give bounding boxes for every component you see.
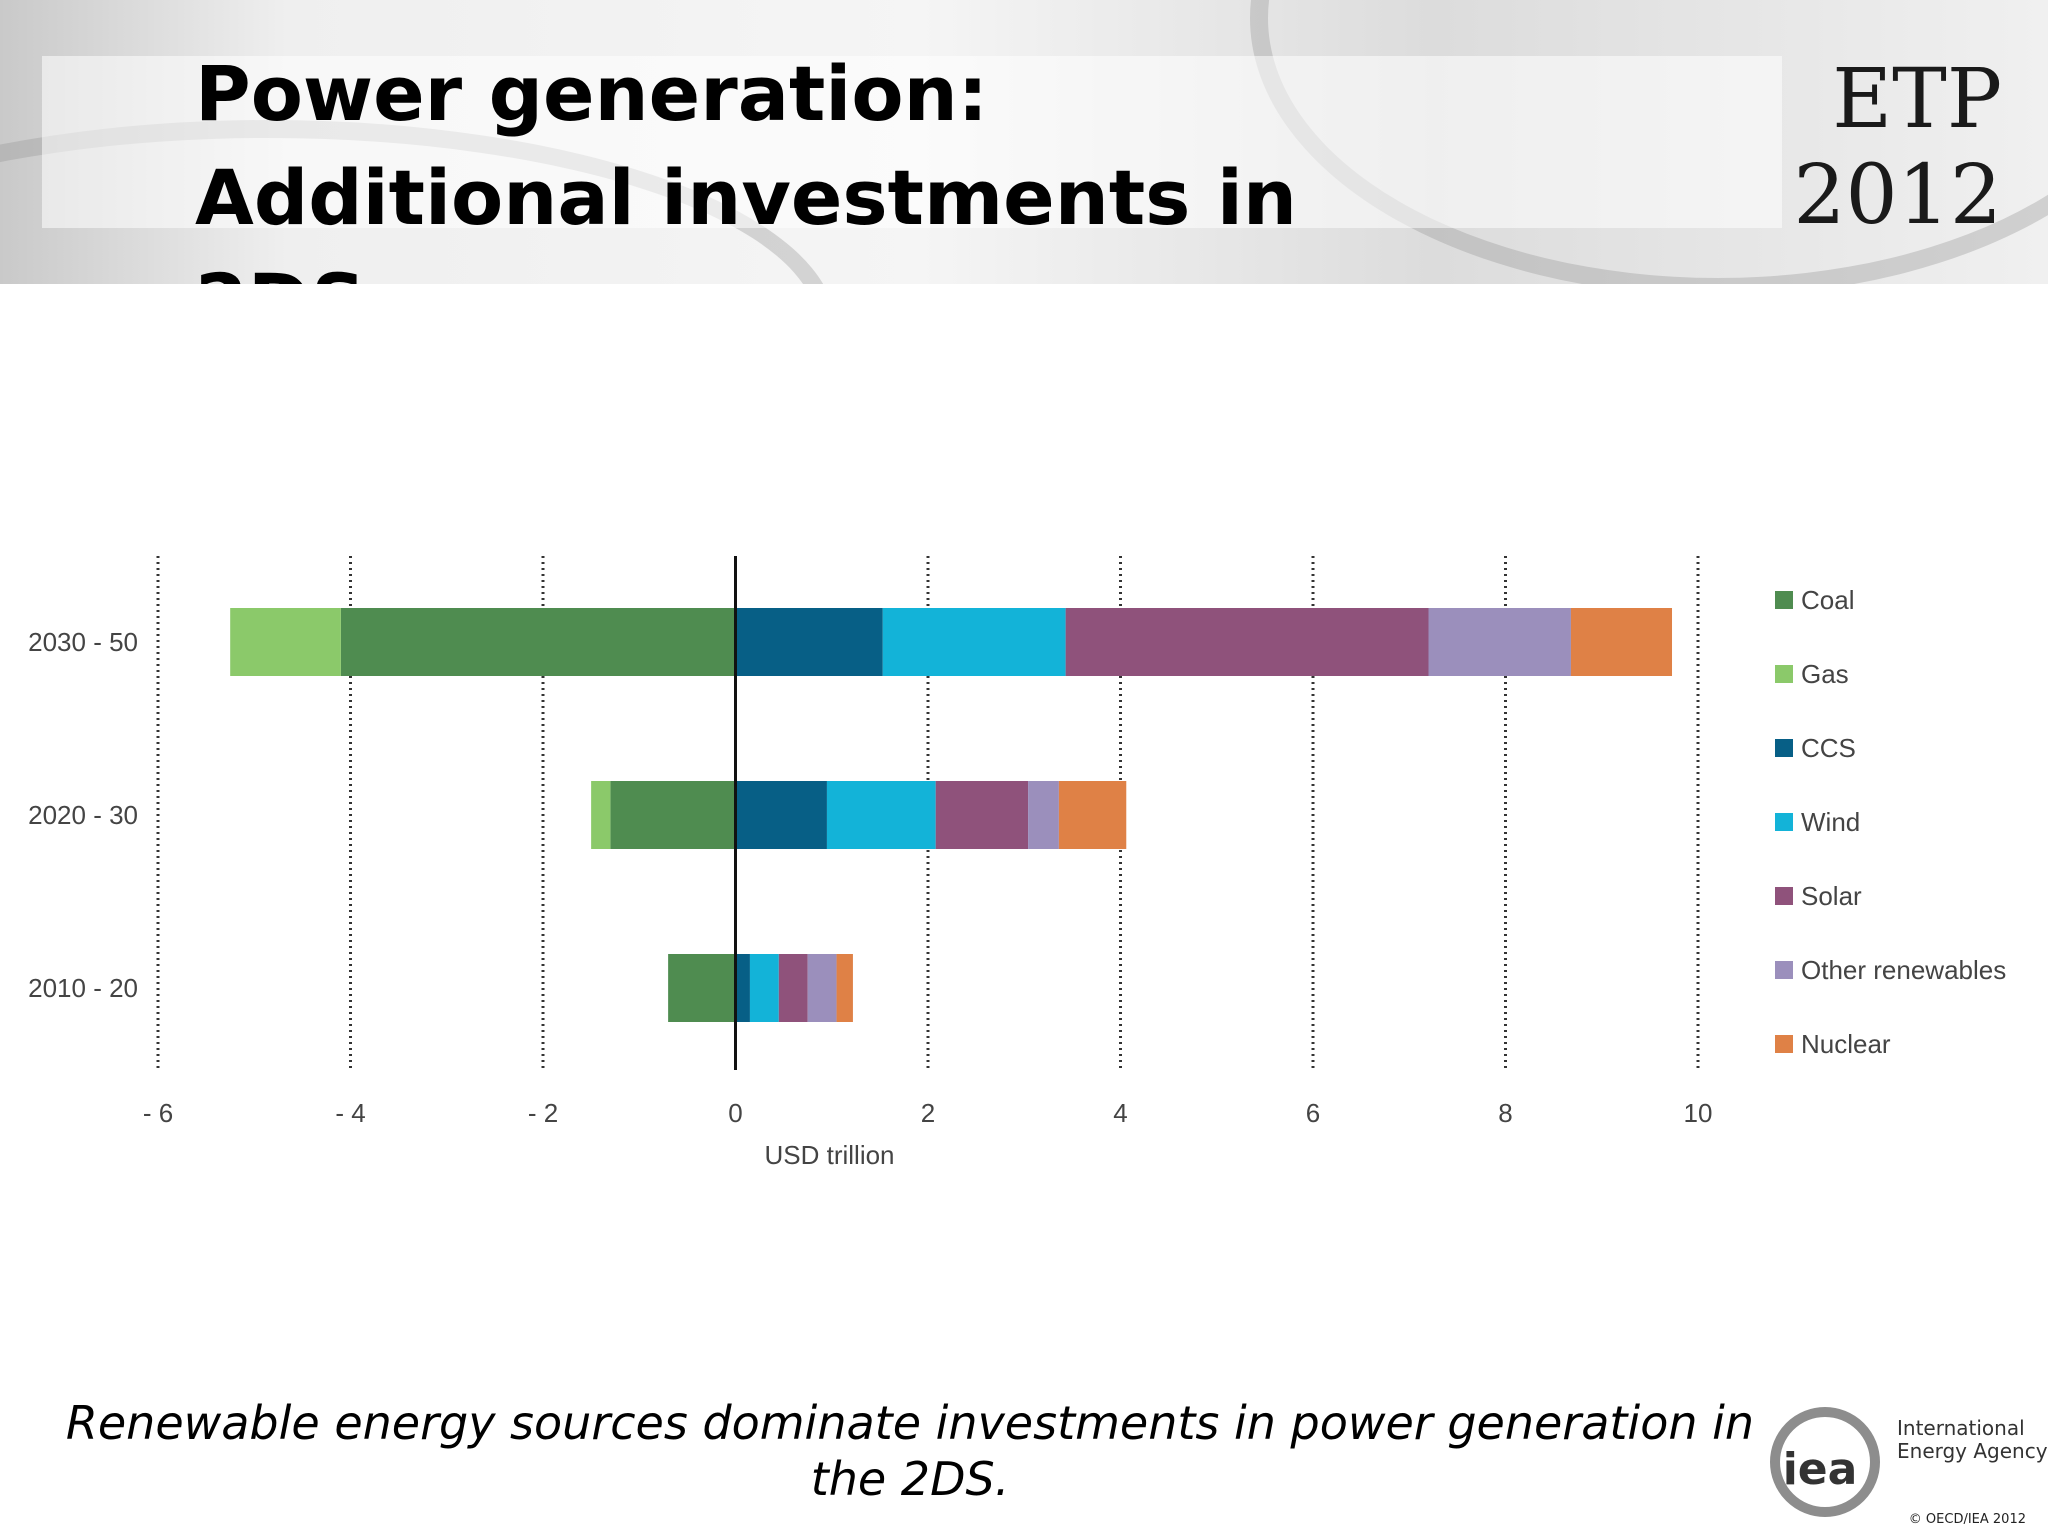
brand-line-2: 2012 — [1793, 148, 2002, 243]
x-tick-label: 0 — [728, 1098, 742, 1128]
bar-segment-coal — [340, 608, 736, 676]
legend-swatch — [1775, 665, 1793, 683]
legend-label: Nuclear — [1801, 1029, 1891, 1059]
x-tick-label: - 6 — [143, 1098, 173, 1128]
bar-segment-other-renewables — [1028, 781, 1059, 849]
bar-segment-nuclear — [836, 954, 853, 1022]
bar-segment-ccs — [735, 608, 883, 676]
copyright-notice: © OECD/IEA 2012 — [1908, 1512, 2026, 1527]
bar-segment-solar — [778, 954, 808, 1022]
bar-segment-wind — [882, 608, 1066, 676]
legend-label: Other renewables — [1801, 955, 2006, 985]
bar-segment-coal — [668, 954, 736, 1022]
category-label: 2010 - 20 — [28, 973, 138, 1003]
x-tick-label: 10 — [1684, 1098, 1713, 1128]
investment-chart: - 6 - 4 - 2 0 2 4 6 8 10 USD trillion 2030 - 50 202… — [28, 556, 2006, 1170]
bar-segment-wind — [826, 781, 936, 849]
x-tick-label: 2 — [921, 1098, 935, 1128]
category-label: 2020 - 30 — [28, 800, 138, 830]
x-axis-label: USD trillion — [764, 1140, 894, 1170]
bar-segment-ccs — [735, 954, 750, 1022]
category-label: 2030 - 50 — [28, 627, 138, 657]
legend-swatch — [1775, 813, 1793, 831]
x-tick-label: 8 — [1498, 1098, 1512, 1128]
slide-title: Power generation: Additional investments… — [195, 49, 1297, 284]
iea-logo-text-line-2: Energy Agency — [1897, 1439, 2048, 1463]
bar-segment-solar — [1065, 608, 1429, 676]
bar-segment-other-renewables — [807, 954, 837, 1022]
legend-swatch — [1775, 961, 1793, 979]
slide-header: Power generation: Additional investments… — [0, 0, 2048, 284]
bar-segment-coal — [610, 781, 736, 849]
iea-logo-text: International Energy Agency — [1897, 1417, 2048, 1463]
bar-segment-ccs — [735, 781, 827, 849]
legend-swatch — [1775, 739, 1793, 757]
x-tick-label: - 4 — [335, 1098, 365, 1128]
legend-swatch — [1775, 887, 1793, 905]
bar-segment-solar — [935, 781, 1029, 849]
legend-swatch — [1775, 591, 1793, 609]
legend-label: Coal — [1801, 585, 1854, 615]
iea-logo: iea — [1770, 1407, 1880, 1517]
legend-label: Gas — [1801, 659, 1849, 689]
bar-segment-gas — [230, 608, 341, 676]
bar-segment-gas — [591, 781, 611, 849]
slide-caption: Renewable energy sources dominate invest… — [65, 1396, 1755, 1506]
legend-label: CCS — [1801, 733, 1856, 763]
iea-logo-mark: iea — [1783, 1444, 1858, 1495]
x-tick-label: 6 — [1306, 1098, 1320, 1128]
etp-brand: ETP 2012 — [1793, 52, 2002, 244]
bar-segment-wind — [749, 954, 779, 1022]
iea-logo-ring-icon — [1770, 1407, 1880, 1517]
iea-logo-text-line-1: International — [1897, 1416, 2025, 1440]
x-tick-label: - 2 — [528, 1098, 558, 1128]
legend-label: Wind — [1801, 807, 1860, 837]
legend-label: Solar — [1801, 881, 1862, 911]
bar-segment-nuclear — [1570, 608, 1673, 676]
bar-segment-other-renewables — [1428, 608, 1571, 676]
x-tick-label: 4 — [1113, 1098, 1127, 1128]
title-band — [42, 56, 1782, 228]
legend-swatch — [1775, 1035, 1793, 1053]
brand-line-1: ETP — [1832, 52, 2002, 147]
bar-segment-nuclear — [1058, 781, 1127, 849]
